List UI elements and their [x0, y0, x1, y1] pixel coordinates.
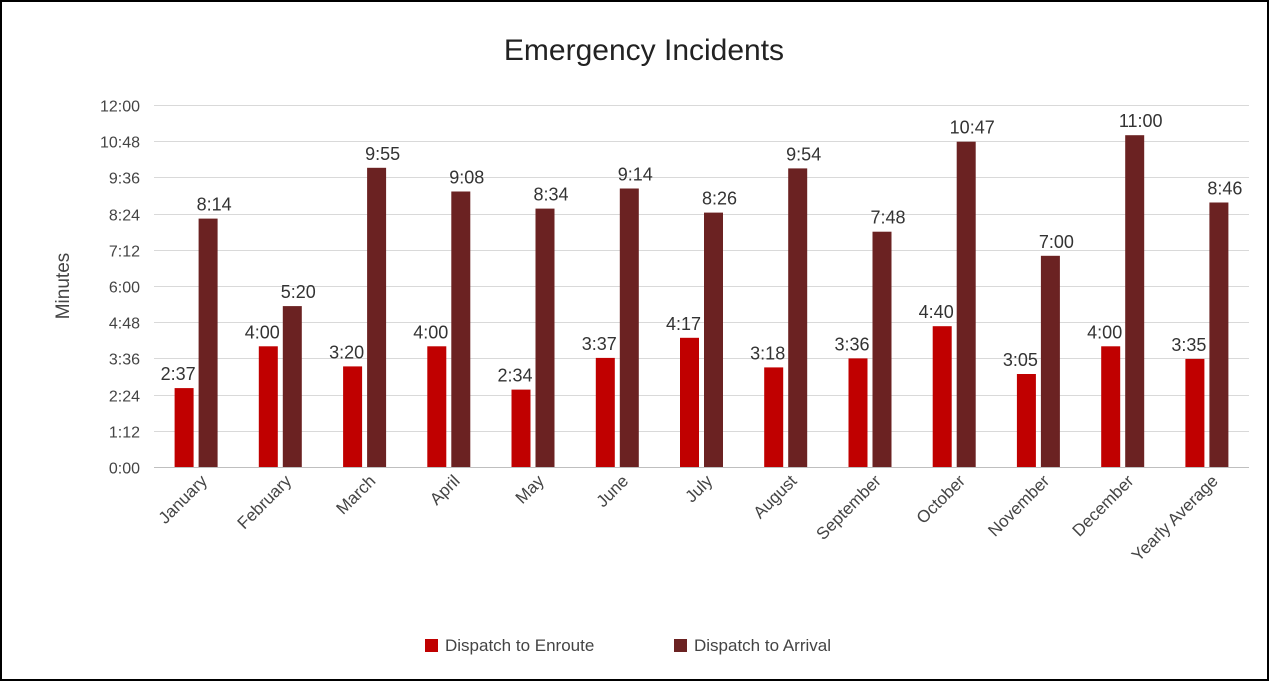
data-label: 2:34: [497, 366, 532, 386]
bar-enroute: [595, 357, 615, 467]
bar-enroute: [1101, 346, 1121, 467]
data-label: 5:20: [281, 282, 316, 302]
legend-label: Dispatch to Enroute: [445, 636, 594, 655]
data-label: 9:55: [365, 144, 400, 164]
x-category-label: August: [750, 471, 801, 522]
data-label: 4:00: [413, 322, 448, 342]
data-labels: 2:378:144:005:203:209:554:009:082:348:34…: [161, 111, 1243, 385]
bar-enroute: [511, 389, 531, 467]
bar-enroute: [1016, 374, 1036, 467]
y-tick-label: 0:00: [109, 461, 140, 478]
data-label: 4:00: [1087, 322, 1122, 342]
data-label: 3:35: [1171, 335, 1206, 355]
y-tick-label: 2:24: [109, 389, 140, 406]
x-category-label: April: [426, 471, 463, 508]
bar-arrival: [704, 212, 723, 467]
y-tick-label: 4:48: [109, 316, 140, 333]
y-tick-label: 10:48: [100, 135, 140, 152]
bar-enroute: [764, 367, 784, 467]
data-label: 4:17: [666, 314, 701, 334]
data-label: 8:14: [197, 195, 232, 215]
x-category-label: Yearly Average: [1128, 471, 1222, 565]
y-tick-label: 8:24: [109, 208, 140, 225]
y-tick-label: 6:00: [109, 280, 140, 297]
data-label: 3:18: [750, 343, 785, 363]
y-tick-label: 1:12: [109, 425, 140, 442]
data-label: 3:20: [329, 342, 364, 362]
x-category-label: November: [984, 471, 1053, 540]
data-label: 8:46: [1207, 179, 1242, 199]
x-category-label: July: [682, 471, 717, 506]
bar-arrival: [1125, 135, 1145, 467]
data-label: 9:54: [786, 144, 821, 164]
gridlines: [154, 105, 1249, 432]
data-label: 4:00: [245, 322, 280, 342]
x-category-label: December: [1069, 471, 1138, 540]
x-category-label: June: [593, 471, 633, 511]
data-label: 8:34: [533, 185, 568, 205]
legend-swatch: [674, 639, 687, 652]
y-tick-label: 12:00: [100, 99, 140, 116]
bar-arrival: [872, 231, 892, 467]
y-tick-label: 9:36: [109, 171, 140, 188]
data-label: 3:37: [582, 334, 617, 354]
bar-enroute: [427, 346, 447, 467]
data-label: 11:00: [1119, 111, 1163, 131]
x-category-label: March: [333, 471, 380, 518]
data-label: 3:36: [834, 334, 869, 354]
bar-arrival: [535, 208, 555, 467]
bar-enroute: [848, 358, 868, 467]
x-category-label: October: [913, 471, 969, 527]
bar-arrival: [282, 306, 302, 467]
y-axis-ticks: 0:00 1:12 2:24 3:36 4:48 6:00 7:12 8:24 9:36 10:4…: [100, 99, 140, 478]
data-label: 8:26: [702, 189, 737, 209]
y-axis-label: Minutes: [53, 253, 74, 320]
x-category-label: February: [234, 471, 296, 533]
data-label: 7:48: [870, 208, 905, 228]
legend: Dispatch to Enroute Dispatch to Arrival: [425, 636, 831, 655]
x-category-label: January: [155, 471, 212, 528]
data-label: 2:37: [161, 364, 196, 384]
legend-label: Dispatch to Arrival: [694, 636, 831, 655]
bar-arrival: [956, 141, 976, 467]
chart-title: Emergency Incidents: [504, 34, 784, 67]
x-category-label: May: [512, 471, 548, 507]
data-label: 10:47: [950, 118, 995, 138]
bar-enroute: [680, 337, 699, 467]
data-label: 9:14: [618, 165, 653, 185]
y-tick-label: 7:12: [109, 244, 140, 261]
bar-arrival: [198, 218, 218, 467]
bars: [174, 135, 1229, 468]
bar-enroute: [932, 326, 952, 467]
data-label: 9:08: [449, 168, 484, 188]
data-label: 7:00: [1039, 232, 1074, 252]
data-label: 3:05: [1003, 350, 1038, 370]
x-category-label: September: [813, 471, 885, 543]
x-axis-categories: January February March April May June July Augu…: [155, 471, 1222, 565]
bar-arrival: [788, 168, 808, 467]
bar-enroute: [174, 388, 194, 467]
bar-arrival: [619, 188, 639, 467]
bar-enroute: [258, 346, 278, 467]
legend-swatch: [425, 639, 438, 652]
bar-enroute: [1185, 358, 1205, 467]
bar-enroute: [343, 366, 363, 467]
bar-arrival: [1040, 255, 1060, 467]
y-tick-label: 3:36: [109, 352, 140, 369]
bar-arrival: [367, 167, 387, 468]
bar-arrival: [1209, 202, 1229, 467]
bar-arrival: [451, 191, 471, 467]
data-label: 4:40: [919, 302, 954, 322]
